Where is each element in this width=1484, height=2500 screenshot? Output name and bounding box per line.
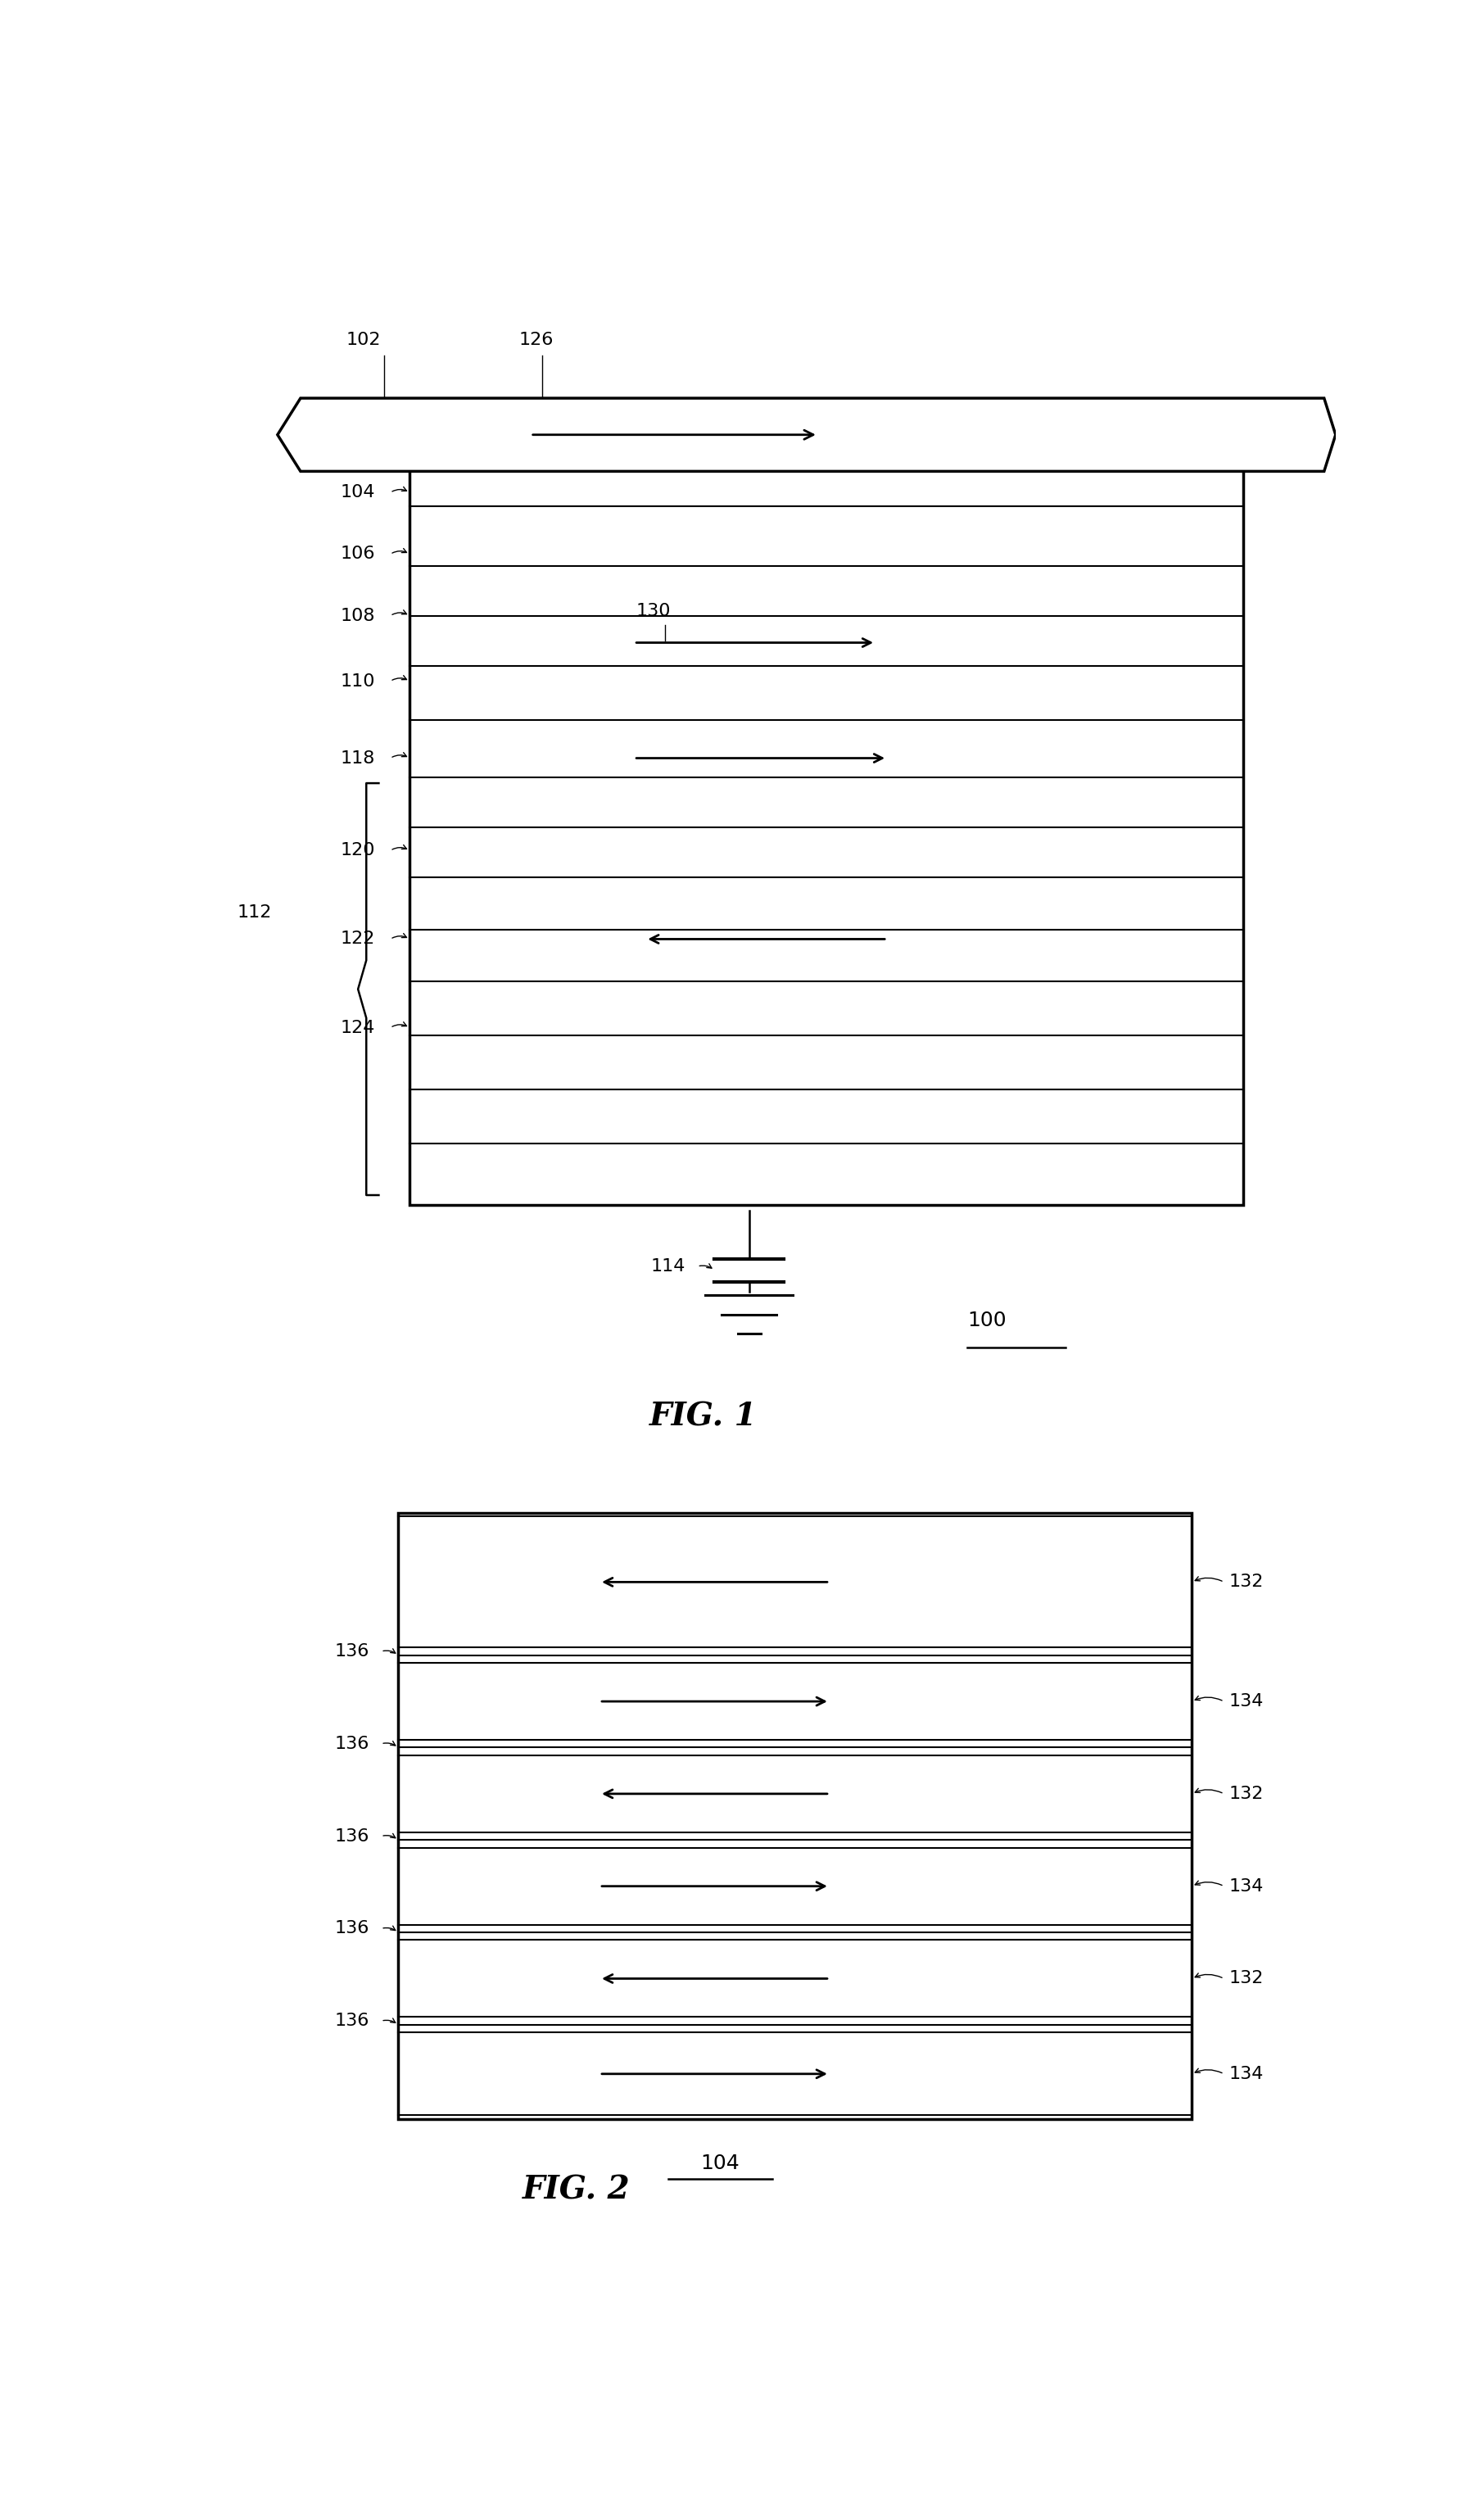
Text: 106: 106 [340,545,375,563]
Text: 104: 104 [340,485,375,500]
Text: 112: 112 [237,905,272,920]
Text: 136: 136 [335,1920,370,1938]
Text: 132: 132 [1229,1575,1263,1590]
Polygon shape [278,398,1336,472]
Text: 134: 134 [1229,1878,1263,1895]
Text: 132: 132 [1229,1970,1263,1988]
Text: 102: 102 [346,332,381,348]
Text: 122: 122 [340,930,375,948]
Bar [410,470,1244,1205]
Text: 108: 108 [340,608,375,625]
Text: 134: 134 [1229,2065,1263,2082]
Text: 120: 120 [340,843,375,858]
Text: 134: 134 [1229,1693,1263,1710]
Text: FIG. 1: FIG. 1 [649,1400,757,1432]
Text: 110: 110 [340,673,375,690]
Text: 136: 136 [335,1735,370,1752]
Text: 104: 104 [700,2155,741,2172]
Text: 132: 132 [1229,1785,1263,1802]
Bar [398,1512,1192,2120]
Text: 130: 130 [637,602,671,620]
Text: 126: 126 [519,332,554,348]
Text: 124: 124 [340,1020,375,1035]
Text: 100: 100 [968,1310,1006,1330]
Text: 136: 136 [335,1642,370,1660]
Text: 136: 136 [335,1828,370,1845]
Text: 118: 118 [340,750,375,768]
Text: FIG. 2: FIG. 2 [522,2175,631,2205]
Text: 114: 114 [651,1258,686,1275]
Text: 136: 136 [335,2013,370,2030]
